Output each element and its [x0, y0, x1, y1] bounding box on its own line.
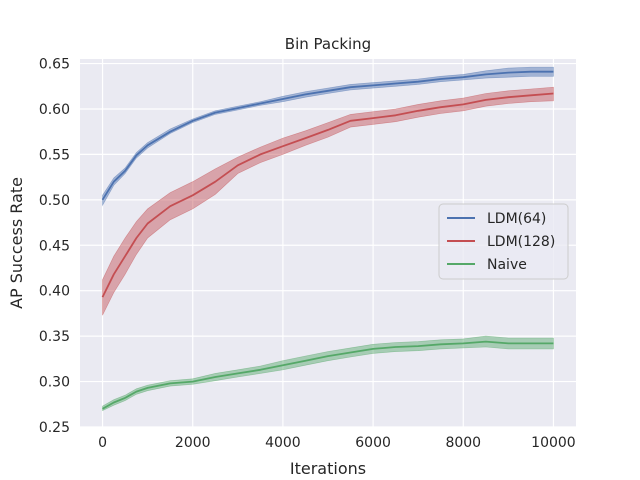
y-tick-label: 0.25: [39, 420, 70, 436]
line-ldm-128: [101, 92, 554, 298]
series-lines: [101, 70, 554, 410]
band-ldm-64: [102, 66, 554, 207]
legend-label-ldm-64: LDM(64): [487, 211, 546, 227]
y-axis-label: AP Success Rate: [7, 177, 26, 309]
y-tick-label: 0.50: [39, 193, 70, 209]
y-tick-label: 0.30: [39, 375, 70, 391]
band-ldm-128: [102, 86, 554, 316]
legend-label-naive: Naive: [487, 257, 527, 273]
y-tick-label: 0.35: [39, 329, 70, 345]
x-tick-label: 8000: [445, 435, 481, 451]
legend: LDM(64) LDM(128) Naive: [438, 203, 569, 280]
x-axis-ticks: 0 2000 4000 6000 8000 10000: [98, 435, 576, 451]
x-tick-label: 0: [98, 435, 107, 451]
x-tick-label: 10000: [531, 435, 576, 451]
y-tick-label: 0.60: [39, 102, 70, 118]
line-naive: [102, 340, 554, 410]
legend-label-ldm-128: LDM(128): [487, 234, 555, 250]
line-ldm-64: [101, 70, 554, 201]
y-tick-label: 0.65: [39, 57, 70, 73]
chart-title: Bin Packing: [285, 35, 371, 53]
x-tick-label: 6000: [355, 435, 391, 451]
y-axis-ticks: 0.25 0.30 0.35 0.40 0.45 0.50 0.55 0.60 0.65: [39, 57, 70, 436]
y-tick-label: 0.55: [39, 147, 70, 163]
y-tick-label: 0.40: [39, 284, 70, 300]
x-tick-label: 4000: [265, 435, 301, 451]
y-tick-label: 0.45: [39, 238, 70, 254]
x-tick-label: 2000: [175, 435, 211, 451]
x-axis-label: Iterations: [290, 459, 366, 478]
legend-box: [438, 203, 569, 280]
